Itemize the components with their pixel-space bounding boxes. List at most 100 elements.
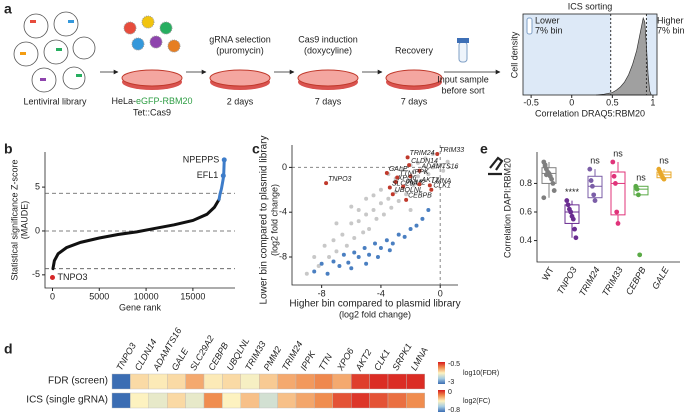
heatmap-cell <box>148 392 168 409</box>
labeled-gene-point <box>49 274 55 280</box>
scatter-point <box>408 207 413 212</box>
scatter-point <box>337 263 342 268</box>
scatter-point <box>408 178 413 183</box>
scatter-point <box>312 255 317 259</box>
data-point <box>565 202 571 208</box>
colorbar-tick-label: -3 <box>448 379 454 386</box>
heatmap-cell <box>240 373 260 390</box>
x-tick-label: 1 <box>650 97 655 107</box>
scatter-point <box>411 183 416 188</box>
scatter-point <box>312 269 317 274</box>
scatter-point <box>334 221 339 226</box>
scatter-point <box>430 151 435 156</box>
data-point <box>636 192 641 198</box>
gene-label: NPEPPS <box>183 154 220 164</box>
heatmap-cell <box>277 392 297 409</box>
heatmap-cell <box>332 392 352 409</box>
y-tick-label: 0 <box>35 225 40 235</box>
data-point <box>568 209 574 215</box>
scatter-point <box>418 178 423 183</box>
colorbar-label: log2(FC) <box>463 398 490 405</box>
row-label: ICS (single gRNA) <box>26 395 108 406</box>
colorbar-tick-label: -0.8 <box>448 407 460 414</box>
y-tick-label: -4 <box>279 207 287 217</box>
gene-label: XPO6 <box>397 175 417 182</box>
y-axis-label: Lower bin compared to plasmid library <box>259 136 270 305</box>
higher-bin-region <box>646 14 657 95</box>
gene-label: CEBPB <box>408 193 432 200</box>
scatter-point <box>364 212 369 217</box>
y-tick-label: 0.4 <box>519 235 532 245</box>
scatter-point <box>362 246 367 251</box>
scatter-point <box>387 248 392 253</box>
gene-label: IPPK <box>298 349 317 373</box>
rank-curve <box>51 197 221 271</box>
scatter-point <box>356 255 361 259</box>
heatmap-cell <box>130 373 149 390</box>
gene-point <box>435 151 440 156</box>
category-label: TRIM33 <box>600 265 625 298</box>
heatmap-cell <box>277 373 297 390</box>
significance: **** <box>565 187 580 197</box>
scatter-point <box>414 223 419 228</box>
scatter-point <box>304 271 309 276</box>
cell-line-highlight: eGFP-RBM20 <box>136 96 193 106</box>
scatter-point <box>319 261 324 266</box>
gene-point <box>395 175 400 180</box>
box <box>610 171 626 216</box>
gene-label: TNPO3 <box>57 272 87 282</box>
rank-curve <box>217 158 226 201</box>
gene-label: CLK1 <box>433 183 451 190</box>
panel-label: d <box>4 341 13 357</box>
gene-label: CLK1 <box>372 348 392 372</box>
scatter-point <box>349 266 354 271</box>
colorbar-tick-label: -0.5 <box>448 361 460 368</box>
heatmap-cell <box>295 373 315 390</box>
tube-icon <box>457 38 469 63</box>
scatter-point <box>352 250 357 255</box>
microscope-icon <box>488 156 504 176</box>
gene-label: ADAMTS16 <box>420 164 458 171</box>
y-tick-label: 0.8 <box>519 178 532 188</box>
gene-point <box>384 171 389 175</box>
heatmap-cell <box>185 392 205 409</box>
x-axis-label: Higher bin compared to plasmid library <box>289 299 460 310</box>
gene-label: TTN <box>317 352 335 373</box>
y-axis-label: (log2 fold change) <box>269 184 279 256</box>
significance: ns <box>659 156 669 166</box>
heatmap-cell <box>222 373 241 390</box>
scatter-point <box>367 227 372 231</box>
data-point <box>637 252 643 258</box>
gene-point <box>404 197 409 202</box>
gene-label: TTN <box>399 170 414 177</box>
x-axis-label: Gene rank <box>119 302 162 312</box>
scatter-point <box>356 219 361 224</box>
scatter-point <box>331 259 336 264</box>
y-tick-label: 0.6 <box>519 206 532 216</box>
tube-icon <box>526 17 533 35</box>
higher-bin-label: Higher <box>657 15 684 25</box>
heatmap-cell <box>369 392 389 409</box>
row-label: FDR (screen) <box>48 376 108 387</box>
scatter-point <box>374 216 379 221</box>
scatter-point <box>340 232 345 237</box>
heatmap-cell <box>295 392 315 409</box>
scatter-point <box>364 196 369 201</box>
y-tick-label: -5 <box>32 269 40 279</box>
labeled-gene-point <box>221 157 227 163</box>
scatter-point <box>396 199 401 203</box>
scatter-point <box>401 167 406 172</box>
scatter-point <box>402 234 407 239</box>
heatmap-cell <box>332 373 352 390</box>
scatter-point <box>373 241 377 246</box>
x-tick-label: -8 <box>318 288 326 298</box>
input-label: Input sample <box>437 74 489 84</box>
y-axis-label: Statistical significance Z-score <box>9 159 19 280</box>
gene-label: IPPK <box>413 169 429 176</box>
scatter-point <box>423 156 428 161</box>
heatmap-cell <box>387 373 407 390</box>
heatmap-cell <box>314 373 333 390</box>
scatter-point <box>404 192 409 197</box>
scatter-point <box>327 255 332 259</box>
scatter-point <box>393 190 398 195</box>
